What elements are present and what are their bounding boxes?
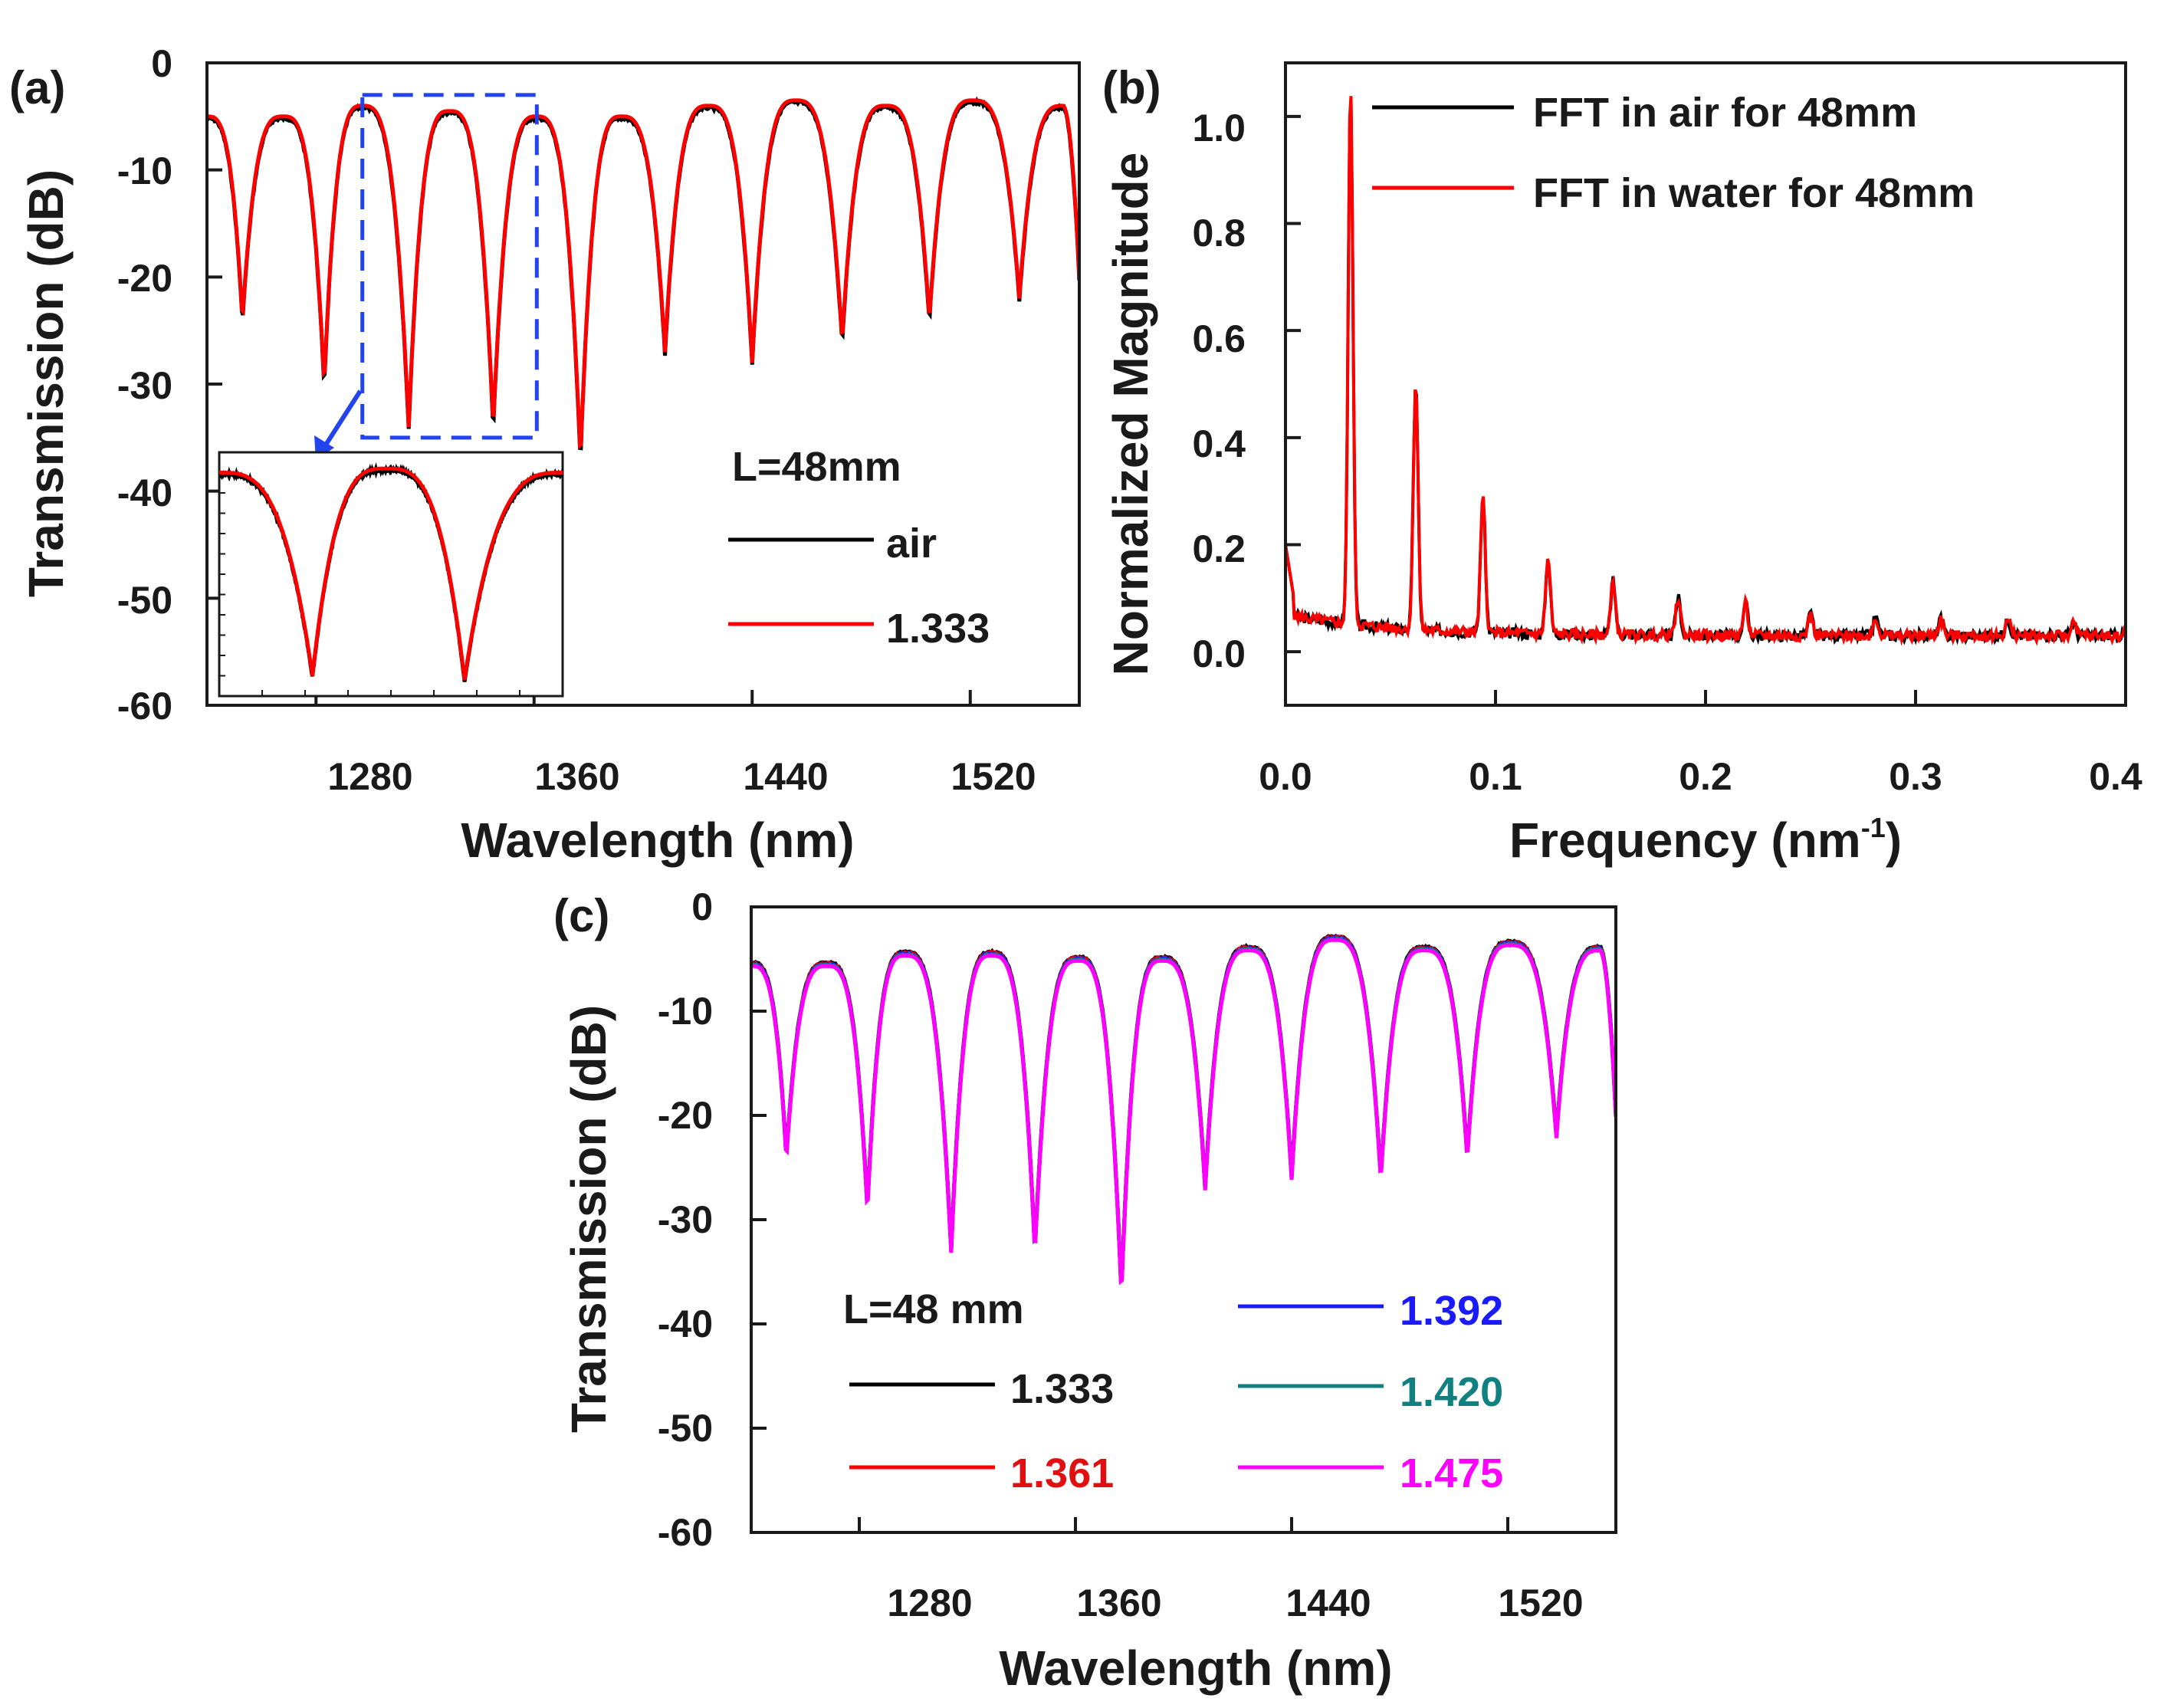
c-xtick: 1280 [887,1582,972,1624]
c-legend-title: L=48 mm [843,1286,1024,1332]
b-xlabel: Frequency (nm-1) [1509,812,1902,868]
a-xtick: 1440 [743,755,828,798]
c-ytick: 0 [691,885,713,928]
zoom-arrow-line [320,389,363,452]
inset-frame [218,451,564,698]
c-xtick: 1440 [1285,1582,1371,1624]
b-legend-label-air: FFT in air for 48mm [1533,90,1917,136]
a-legend-title: L=48mm [732,444,901,490]
b-ytick: 1.0 [1192,107,1246,149]
series-1475-line [751,938,1616,1286]
a-xtick: 1520 [951,755,1036,798]
c-ytick: -40 [658,1302,713,1345]
b-legend-label-water: FFT in water for 48mm [1533,170,1975,216]
c-legend-label-1420: 1.420 [1400,1369,1503,1415]
inset-series [219,461,563,682]
a-legend-label-air: air [886,521,937,567]
a-legend-label-1333: 1.333 [886,606,990,652]
c-legend-label-1361: 1.361 [1010,1450,1114,1496]
a-ytick: -20 [117,257,172,300]
c-legend-label-1392: 1.392 [1400,1288,1503,1334]
b-xtick: 0.1 [1469,755,1522,798]
panel-a-legend: L=48mm air 1.333 [728,444,990,652]
a-ytick: -30 [117,364,172,407]
panel-c-label: (c) [553,890,609,941]
c-ytick: -50 [658,1407,713,1450]
panel-a-series [207,96,1079,451]
b-ytick: 0.0 [1192,632,1246,675]
c-ytick: -30 [658,1198,713,1241]
series-air-line [207,96,1079,451]
b-xlabel-main: Frequency (nm [1509,813,1861,868]
panel-c-series [751,934,1616,1286]
a-ytick: -60 [117,685,172,728]
a-xlabel: Wavelength (nm) [461,813,854,868]
panel-b-label: (b) [1102,62,1161,113]
b-xlabel-sup: -1 [1861,812,1886,843]
c-legend-label-1475: 1.475 [1400,1450,1503,1496]
inset-plot [218,451,564,698]
c-xtick: 1520 [1498,1582,1583,1624]
b-ytick: 0.2 [1192,527,1246,570]
b-ylabel: Normalized Magnitude [1103,153,1158,676]
a-ytick: -40 [117,471,172,514]
c-ytick: -60 [658,1511,713,1554]
c-ytick: -10 [658,990,713,1033]
b-xtick: 0.4 [2089,755,2142,798]
c-legend-label-1333: 1.333 [1010,1366,1114,1412]
c-ylabel: Transmission (dB) [561,1005,616,1433]
panel-c: (c) 0 -10 -20 -30 -40 -50 -60 1280 1360 … [553,885,1617,1696]
panel-b-legend: FFT in air for 48mm FFT in water for 48m… [1372,90,1975,216]
series-fft-water-line [1285,96,2126,646]
b-xtick: 0.0 [1259,755,1312,798]
zoom-box [360,93,539,440]
panel-b-axes: 0.0 0.2 0.4 0.6 0.8 1.0 0.0 0.1 0.2 0.3 … [1192,107,2142,798]
panel-a-axes: 0 -10 -20 -30 -40 -50 -60 1280 1360 1440… [117,42,1036,798]
panel-c-axes: 0 -10 -20 -30 -40 -50 -60 1280 1360 1440… [658,885,1584,1624]
b-xtick: 0.3 [1889,755,1942,798]
a-ytick: 0 [151,42,172,85]
a-ytick: -10 [117,149,172,192]
c-ytick: -20 [658,1094,713,1137]
b-xlabel-close: ) [1886,813,1902,868]
inset-1333-line [219,466,563,681]
a-ylabel: Transmission (dB) [18,169,74,597]
series-1333-line [207,98,1079,450]
b-ytick: 0.4 [1192,422,1246,465]
c-xtick: 1360 [1076,1582,1161,1624]
panel-a: (a) 0 -10 -20 -30 -40 -50 -60 1280 1360 … [9,42,1081,868]
a-xtick: 1360 [534,755,619,798]
panel-a-label: (a) [9,62,65,113]
panel-c-legend: L=48 mm 1.333 1.361 1.392 1.420 1.475 [843,1286,1503,1496]
panel-b-series [1285,96,2126,646]
c-xlabel: Wavelength (nm) [999,1641,1392,1696]
panel-b: (b) 0.0 0.2 0.4 0.6 0.8 1.0 0.0 0.1 0.2 … [1102,61,2142,868]
b-xtick: 0.2 [1679,755,1732,798]
b-ytick: 0.8 [1192,212,1246,255]
a-xtick: 1280 [327,755,412,798]
a-ytick: -50 [117,579,172,622]
b-ytick: 0.6 [1192,317,1246,360]
